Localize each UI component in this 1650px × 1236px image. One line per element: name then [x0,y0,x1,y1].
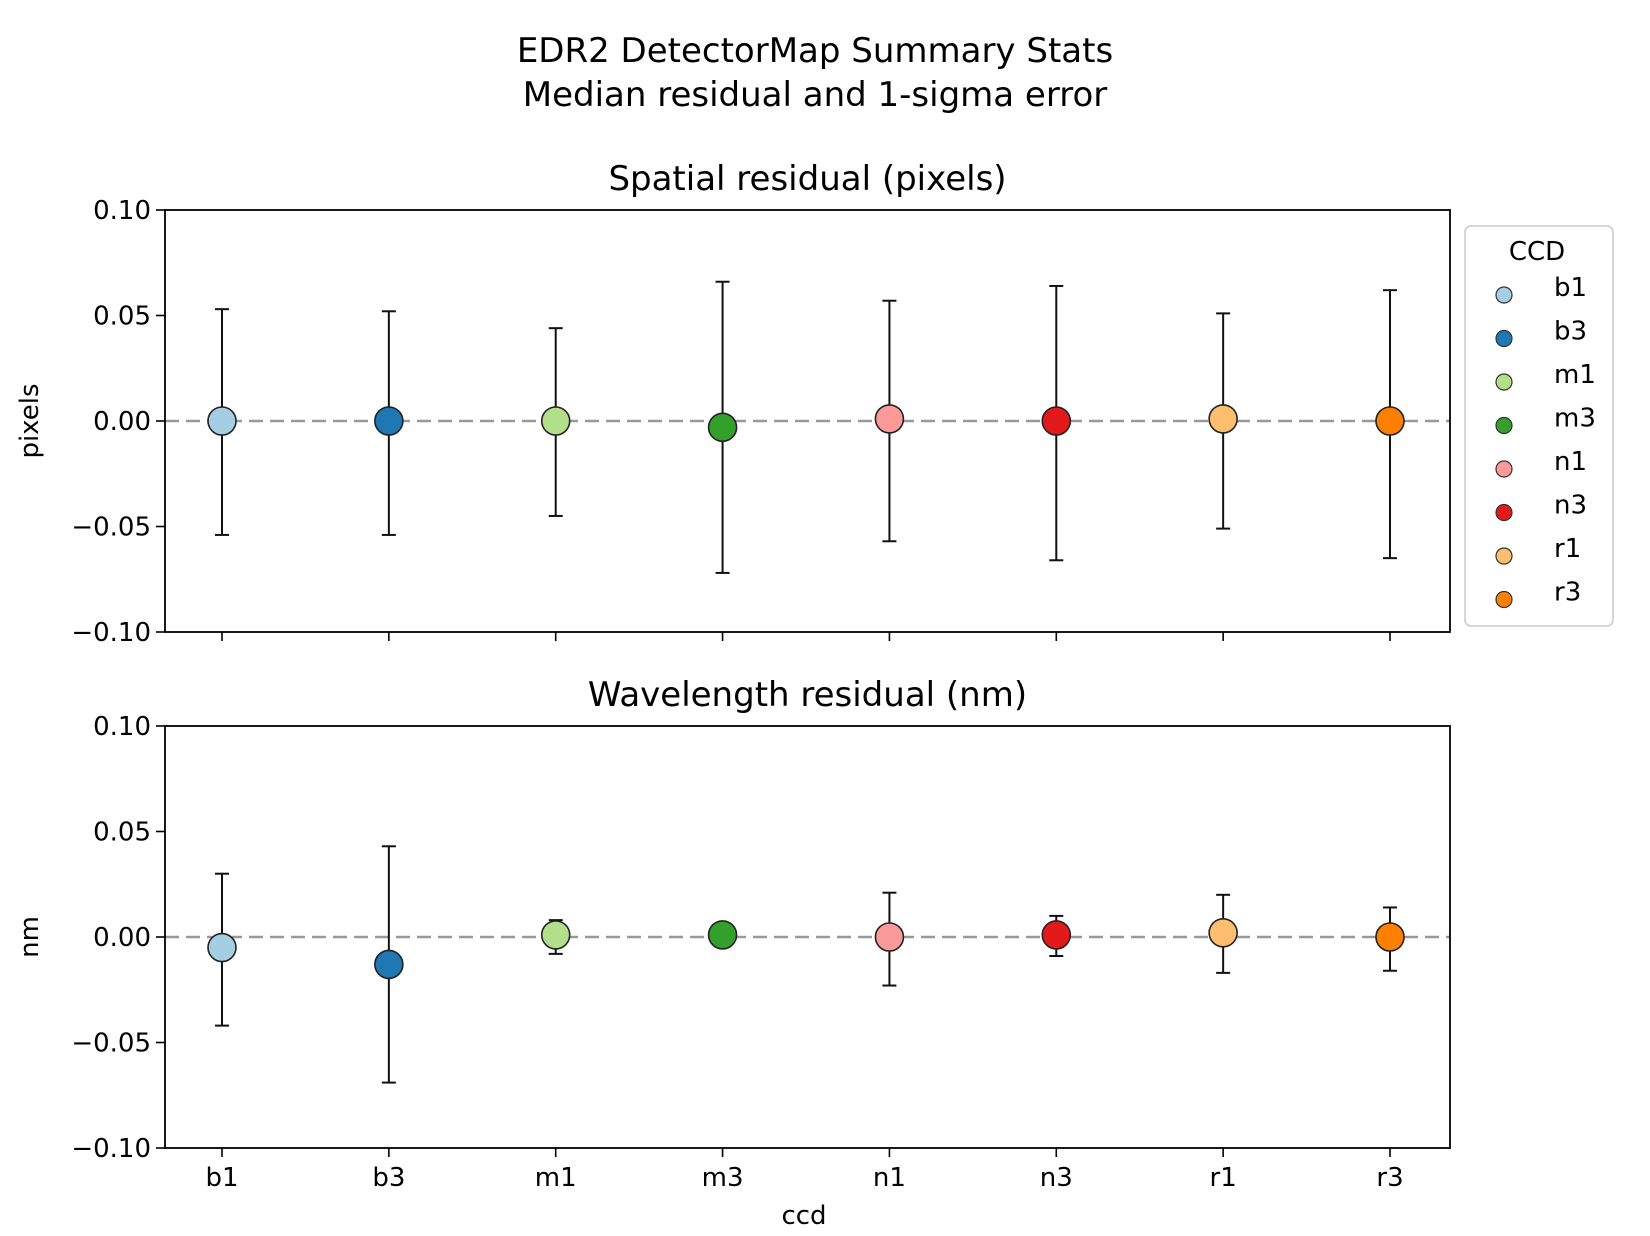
legend-marker-r3 [1495,590,1513,609]
data-point-n3 [1041,920,1072,950]
data-point-b1 [207,406,237,436]
y-tick-label: −0.10 [71,618,151,648]
y-tick-label: 0.00 [93,923,151,953]
x-tick-label-b3: b3 [372,1163,405,1193]
figure-title-line-2: Median residual and 1-sigma error [523,75,1108,115]
legend-label-b1: b1 [1554,273,1587,303]
panel-title: Spatial residual (pixels) [608,159,1006,199]
data-point-b1 [207,932,237,963]
x-tick-label-b1: b1 [205,1163,238,1193]
x-tick-label-r3: r3 [1376,1163,1403,1193]
x-axis-label: ccd [781,1201,826,1231]
x-tick-label-m3: m3 [702,1163,744,1193]
data-point-m3 [707,412,738,443]
legend-marker-r1 [1495,547,1513,565]
plot-frame [164,725,1451,1149]
data-point-b3 [374,949,404,980]
y-tick-label: −0.05 [71,513,151,543]
figure-title-line-1: EDR2 DetectorMap Summary Stats [517,31,1113,71]
legend-marker-n1 [1495,460,1513,478]
data-point-m1 [540,920,571,950]
y-axis-label: nm [15,916,45,958]
data-point-b3 [374,406,404,436]
legend-label-n3: n3 [1554,491,1587,521]
legend-marker-m3 [1495,416,1513,435]
legend-label-m3: m3 [1554,404,1596,434]
y-tick-label: 0.05 [93,302,151,332]
legend-label-m1: m1 [1554,360,1596,390]
legend-marker-b3 [1495,329,1513,348]
wavelength-residual-panel: Wavelength residual (nm) nm 0.10 0.05 0.00 −0… [15,675,1451,1193]
plot-frame [164,209,1451,633]
legend-label-r3: r3 [1554,578,1581,608]
data-point-m3 [707,920,738,950]
y-tick-label: 0.05 [93,818,151,848]
panel-title: Wavelength residual (nm) [588,675,1027,715]
y-tick-label: −0.05 [71,1029,151,1059]
y-tick-label: 0.10 [93,196,151,226]
data-point-m1 [540,406,571,436]
x-tick-label-m1: m1 [535,1163,577,1193]
legend-title: CCD [1509,237,1565,267]
legend-marker-b1 [1495,286,1513,304]
x-tick-label-n3: n3 [1040,1163,1073,1193]
x-tick-label-n1: n1 [873,1163,906,1193]
data-point-n3 [1041,406,1072,436]
data-point-n1 [874,922,905,952]
y-tick-label: 0.00 [93,407,151,437]
legend-marker-n3 [1495,503,1513,522]
y-axis-label: pixels [15,383,45,458]
spatial-residual-panel: Spatial residual (pixels) pixels 0.10 0.05 0… [15,159,1451,648]
legend: CCD b1 b3 m1 m3 n1 n3 r1 r3 [1464,225,1614,627]
legend-box [1464,225,1614,627]
data-point-r3 [1375,922,1405,952]
x-tick-label-r1: r1 [1210,1163,1237,1193]
y-tick-label: 0.10 [93,712,151,742]
data-point-r1 [1208,917,1238,948]
y-tick-label: −0.10 [71,1134,151,1164]
legend-label-b3: b3 [1554,317,1587,347]
data-point-r1 [1208,404,1238,434]
data-point-n1 [874,404,905,434]
legend-label-r1: r1 [1554,534,1581,564]
legend-label-n1: n1 [1554,447,1587,477]
legend-marker-m1 [1495,373,1513,391]
data-point-r3 [1375,406,1405,436]
